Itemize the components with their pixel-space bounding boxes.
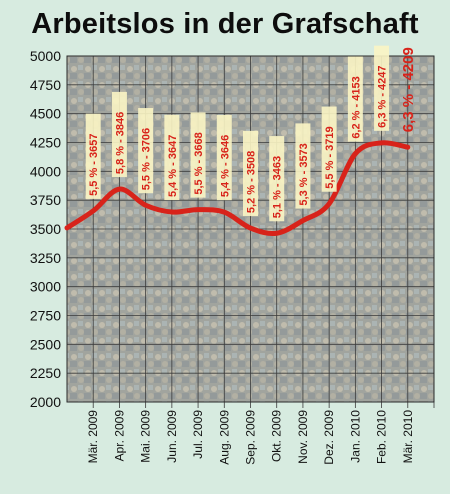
y-tick-label: 3250 (30, 250, 61, 266)
data-label: 5,5 % - 3668 (190, 112, 206, 198)
data-label-text: 5,2 % - 3508 (245, 151, 257, 213)
data-label-text: 5,8 % - 3846 (114, 112, 126, 174)
data-label-text: 5,5 % - 3668 (193, 132, 205, 194)
data-label: 5,2 % - 3508 (243, 130, 258, 217)
data-label-bg (269, 136, 285, 222)
data-label-text: 5,4 % - 3646 (219, 135, 231, 197)
y-tick-label: 2000 (30, 394, 61, 410)
data-label: 5,5 % - 3719 (321, 106, 337, 192)
data-labels: 5,5 % - 3657 5,8 % - 3846 5,5 % - 3706 5,4 … (85, 45, 417, 222)
y-tick-label: 2250 (30, 365, 61, 381)
data-label: 5,1 % - 3463 (269, 136, 285, 222)
x-tick-label: Jul. 2009 (191, 410, 205, 459)
data-label: 6,3 % - 4209 (400, 47, 417, 132)
x-tick-label: Sep. 2009 (244, 410, 258, 465)
y-tick-label: 4750 (30, 77, 61, 93)
y-tick-label: 3000 (30, 279, 61, 295)
data-label-bg (216, 114, 232, 201)
x-tick-label: Dez. 2009 (322, 410, 336, 465)
y-axis: 2000 2250 2500 2750 3000 3250 3500 3750 4000 4250… (30, 48, 61, 410)
data-label: 6,3 % - 4247 (374, 45, 390, 131)
x-tick-label: Aug. 2009 (217, 410, 231, 465)
data-label-bg (85, 113, 101, 199)
data-label: 5,8 % - 3846 (111, 91, 127, 178)
x-tick-label: Mär. 2009 (86, 410, 100, 464)
x-tick-label: Nov. 2009 (296, 410, 310, 464)
series-line (64, 140, 411, 237)
data-label-bg (295, 123, 311, 209)
data-label: 5,5 % - 3706 (138, 108, 154, 194)
data-label-text: 5,3 % - 3573 (298, 143, 310, 205)
data-label-bg (321, 106, 337, 192)
data-label-bg (111, 91, 127, 178)
data-label-text: 5,5 % - 3706 (141, 128, 153, 190)
chart-title: Arbeitslos in der Grafschaft (31, 8, 419, 40)
x-tick-label: Feb. 2010 (375, 410, 389, 464)
data-label-text: 5,1 % - 3463 (272, 156, 284, 218)
y-tick-label: 2750 (30, 308, 61, 324)
data-label-text: 5,5 % - 3719 (324, 126, 336, 188)
data-label-bg (243, 130, 258, 217)
data-label-bg (190, 112, 206, 198)
data-label-bg (138, 108, 154, 194)
y-tick-label: 4500 (30, 106, 61, 122)
x-tick-label: Jun. 2009 (165, 410, 179, 463)
data-label: 5,4 % - 3647 (164, 114, 180, 201)
x-tick-label: Jan. 2010 (348, 410, 362, 463)
data-label-text: 5,5 % - 3657 (88, 134, 100, 196)
data-label: 5,3 % - 3573 (295, 123, 311, 209)
data-label-bg (164, 114, 180, 201)
x-tick-label: Okt. 2009 (270, 410, 284, 462)
data-label-text: 6,3 % - 4247 (377, 65, 389, 127)
data-label-text: 5,4 % - 3647 (167, 135, 179, 197)
data-label-bg (347, 56, 363, 142)
y-tick-label: 2500 (30, 336, 61, 352)
x-tick-label: Mär. 2010 (401, 410, 415, 464)
data-label-text: 6,2 % - 4153 (350, 76, 362, 138)
data-label: 5,5 % - 3657 (85, 113, 101, 199)
x-axis: Mär. 2009 Apr. 2009 Mai. 2009 Jun. 2009 Jul.… (86, 410, 415, 465)
x-tick-label: Mai. 2009 (139, 410, 153, 463)
y-tick-label: 4000 (30, 163, 61, 179)
y-tick-label: 4250 (30, 135, 61, 151)
y-tick-label: 5000 (30, 48, 61, 64)
data-label: 5,4 % - 3646 (216, 114, 232, 201)
y-tick-label: 3500 (30, 221, 61, 237)
x-tick-label: Apr. 2009 (112, 410, 126, 462)
data-label-bg (374, 45, 390, 131)
y-tick-label: 3750 (30, 192, 61, 208)
data-label-text: 6,3 % - 4209 (400, 47, 417, 132)
data-label: 6,2 % - 4153 (347, 56, 363, 142)
